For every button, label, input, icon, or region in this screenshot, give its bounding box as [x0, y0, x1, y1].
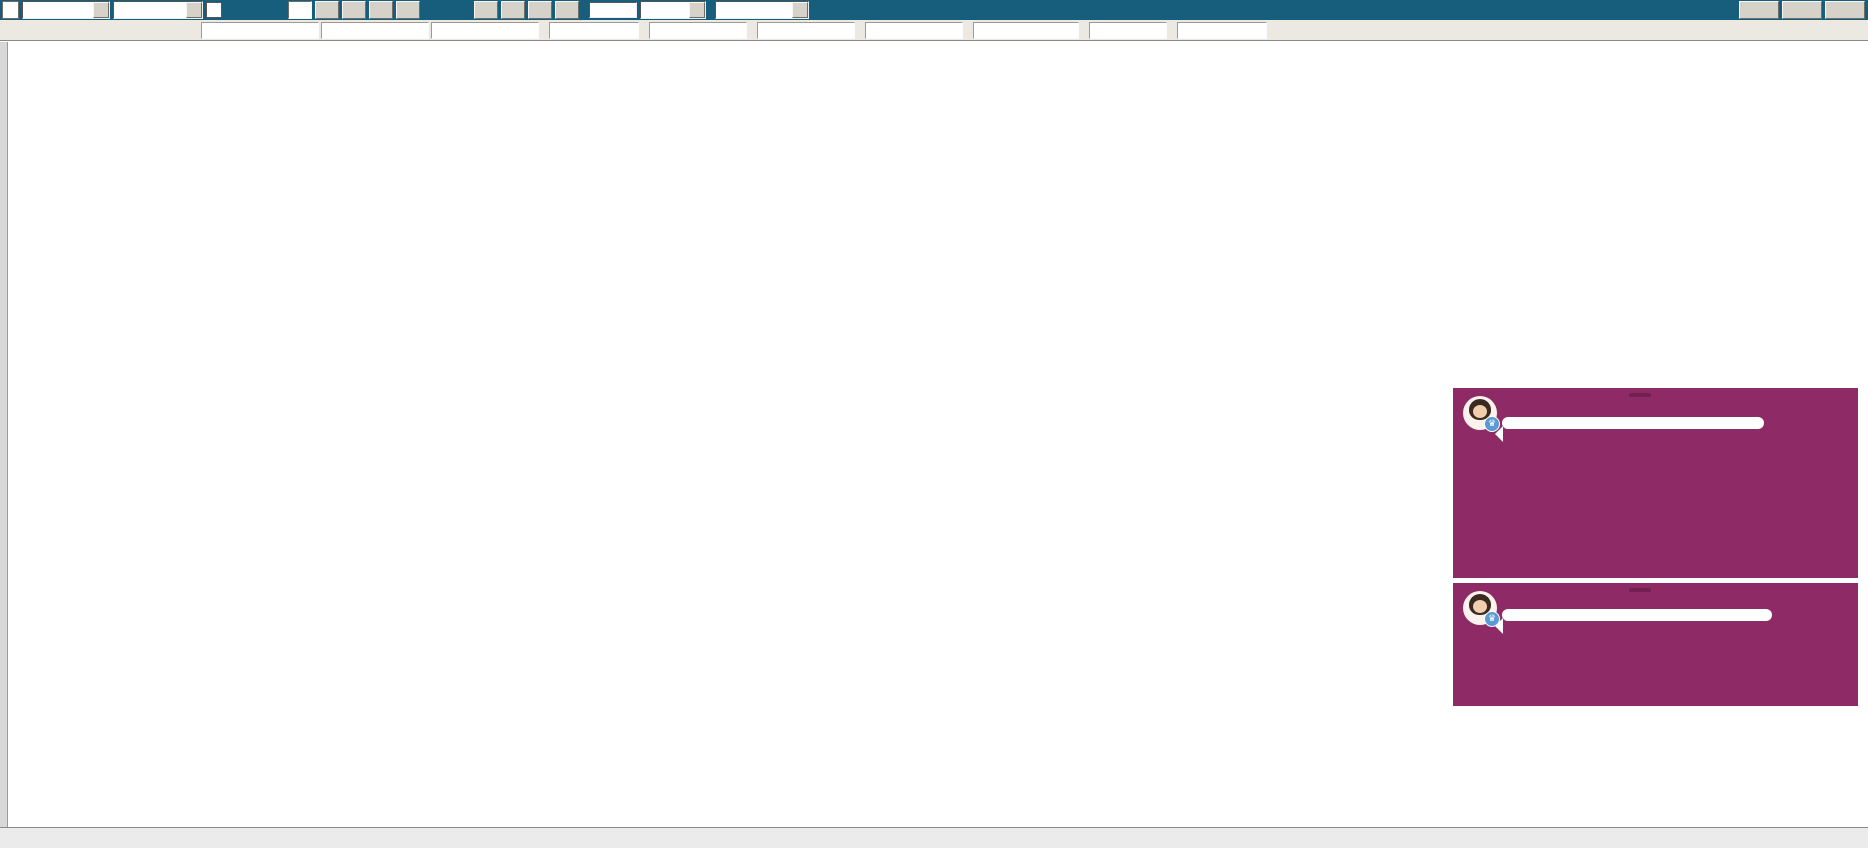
period-input[interactable]: [589, 2, 637, 18]
overlay-checkbox[interactable]: [206, 2, 222, 18]
low-value: [865, 21, 963, 39]
save-button[interactable]: [1782, 1, 1822, 19]
chevron-down-icon[interactable]: [689, 2, 705, 18]
volume-value: [549, 21, 639, 39]
timeframe-minute-button[interactable]: [369, 1, 393, 19]
chat-message-overlay[interactable]: ♛: [1453, 583, 1858, 706]
chat-message-overlay[interactable]: ♛: [1453, 388, 1858, 578]
interval-1-button[interactable]: [474, 1, 498, 19]
session-select[interactable]: [640, 1, 706, 19]
interval-10-button[interactable]: [528, 1, 552, 19]
timeframe-week-button[interactable]: [315, 1, 339, 19]
symbol-select[interactable]: [113, 1, 203, 19]
trade-time-value: [1089, 21, 1167, 39]
timeframe-tick-button[interactable]: [396, 1, 420, 19]
contract-type-select[interactable]: [22, 1, 110, 19]
chevron-down-icon[interactable]: [186, 2, 202, 18]
chat-bubble: [1495, 609, 1772, 634]
quote-bar: [0, 20, 1868, 41]
price-change-pct: [431, 21, 539, 39]
chat-bubble: [1495, 417, 1764, 442]
timeframe-day-button[interactable]: [288, 1, 312, 19]
tools-button[interactable]: [1825, 1, 1865, 19]
main-toolbar: [0, 0, 1868, 20]
open-interest-value: [1177, 21, 1267, 39]
chat-day-badge: [1629, 393, 1651, 397]
chevron-down-icon[interactable]: [792, 2, 808, 18]
left-splitter[interactable]: [0, 42, 8, 848]
x-axis: [0, 827, 1868, 848]
chat-day-badge: [1629, 588, 1651, 592]
avatar: ♛: [1463, 591, 1500, 627]
high-value: [757, 21, 855, 39]
settings-button[interactable]: [1739, 1, 1779, 19]
chevron-down-icon[interactable]: [93, 2, 109, 18]
price-change: [321, 21, 429, 39]
date-select[interactable]: [715, 1, 809, 19]
interval-30-button[interactable]: [555, 1, 579, 19]
last-price: [201, 21, 319, 39]
date-value: [973, 21, 1079, 39]
open-value: [649, 21, 747, 39]
timeframe-month-button[interactable]: [342, 1, 366, 19]
play-icon[interactable]: [2, 1, 19, 19]
interval-5-button[interactable]: [501, 1, 525, 19]
avatar: ♛: [1463, 396, 1500, 432]
